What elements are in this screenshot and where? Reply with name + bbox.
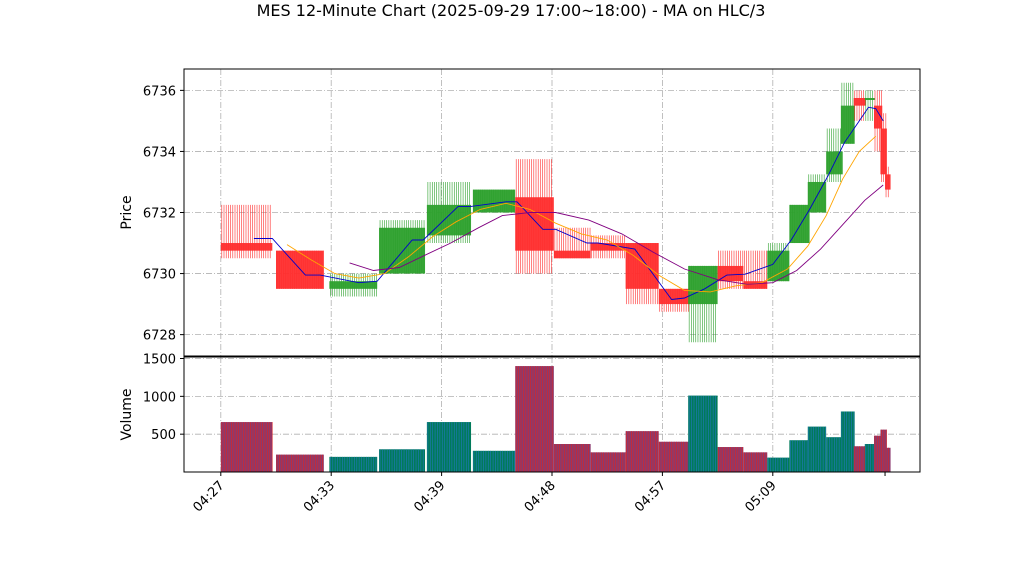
price-tick-label: 6736 (143, 84, 176, 99)
volume-bar (807, 426, 827, 472)
candle-body-up (840, 105, 855, 144)
x-tick-label: 04:48 (522, 478, 559, 515)
volume-bar (515, 366, 554, 472)
volume-tick-labels: 500 1000 1500 (143, 353, 184, 443)
price-tick-label: 6732 (143, 207, 176, 222)
volume-bar (840, 411, 855, 472)
candle-body-down (220, 243, 273, 251)
price-tick-label: 6728 (143, 329, 176, 344)
candle-body-up (472, 189, 516, 213)
candle-body-up (767, 250, 790, 282)
ma-line-3 (349, 184, 884, 285)
candle-body-down (853, 98, 866, 106)
volume-bar (826, 437, 843, 472)
candle-wick-up (865, 90, 873, 121)
x-tick-label: 05:09 (743, 478, 780, 515)
volume-bar (864, 444, 875, 472)
candle-body-up (864, 98, 875, 101)
candle-wick-up (688, 265, 716, 343)
volume-bar (885, 447, 891, 472)
candle-body-down (874, 105, 883, 129)
volume-bar (426, 422, 472, 472)
volume-tick-label: 1500 (143, 353, 176, 368)
candle-body-down (553, 250, 591, 259)
candle-body-down (885, 174, 891, 190)
x-tick-labels: 04:27 04:33 04:39 04:48 04:57 05:09 (191, 472, 886, 515)
volume-tick-label: 1000 (143, 390, 176, 405)
price-tick-label: 6730 (143, 268, 176, 283)
candle-body-up (379, 227, 426, 274)
price-tick-labels: 6728 6730 6732 6734 6736 (143, 84, 184, 344)
candle-body-down (276, 250, 324, 289)
volume-bar (688, 395, 718, 472)
volume-bar (743, 452, 768, 472)
volume-bar (789, 440, 810, 472)
x-tick-label: 04:39 (411, 478, 448, 515)
volume-bar (717, 447, 744, 472)
volume-bar (590, 452, 626, 472)
candle-body-up (426, 204, 472, 236)
x-tick-label: 04:27 (191, 478, 228, 515)
candle-body-down (590, 243, 626, 251)
ma-line-1 (253, 106, 884, 300)
moving-average-lines (253, 106, 884, 300)
ma-line-2 (286, 135, 877, 293)
price-tick-label: 6734 (143, 145, 176, 160)
volume-axis-label: Volume (119, 388, 135, 440)
candle-body-up (329, 281, 378, 289)
volume-bar (658, 441, 690, 472)
volume-bars (220, 366, 891, 472)
volume-bar (625, 431, 659, 472)
candle-body-up (688, 265, 718, 305)
volume-bar (329, 456, 378, 472)
x-tick-label: 04:33 (301, 478, 338, 515)
volume-bar (853, 446, 866, 472)
volume-bar (553, 444, 591, 472)
volume-bar (472, 450, 516, 472)
x-tick-label: 04:57 (632, 478, 669, 515)
candle-body-down (743, 281, 768, 289)
candle-body-down (625, 243, 659, 289)
candle-body-down (515, 197, 554, 251)
candle-body-down (658, 288, 690, 305)
price-axis-label: Price (119, 195, 135, 229)
volume-bar (767, 457, 790, 472)
candle-body-up (789, 204, 810, 244)
candlesticks (220, 82, 891, 343)
candle-body-down (717, 265, 744, 282)
volume-tick-label: 500 (151, 428, 176, 443)
candle-body-down (880, 128, 887, 175)
chart-title: MES 12-Minute Chart (2025-09-29 17:00~18… (256, 1, 766, 20)
volume-bar (276, 454, 324, 472)
volume-bar (379, 449, 426, 472)
volume-bar (220, 422, 273, 472)
